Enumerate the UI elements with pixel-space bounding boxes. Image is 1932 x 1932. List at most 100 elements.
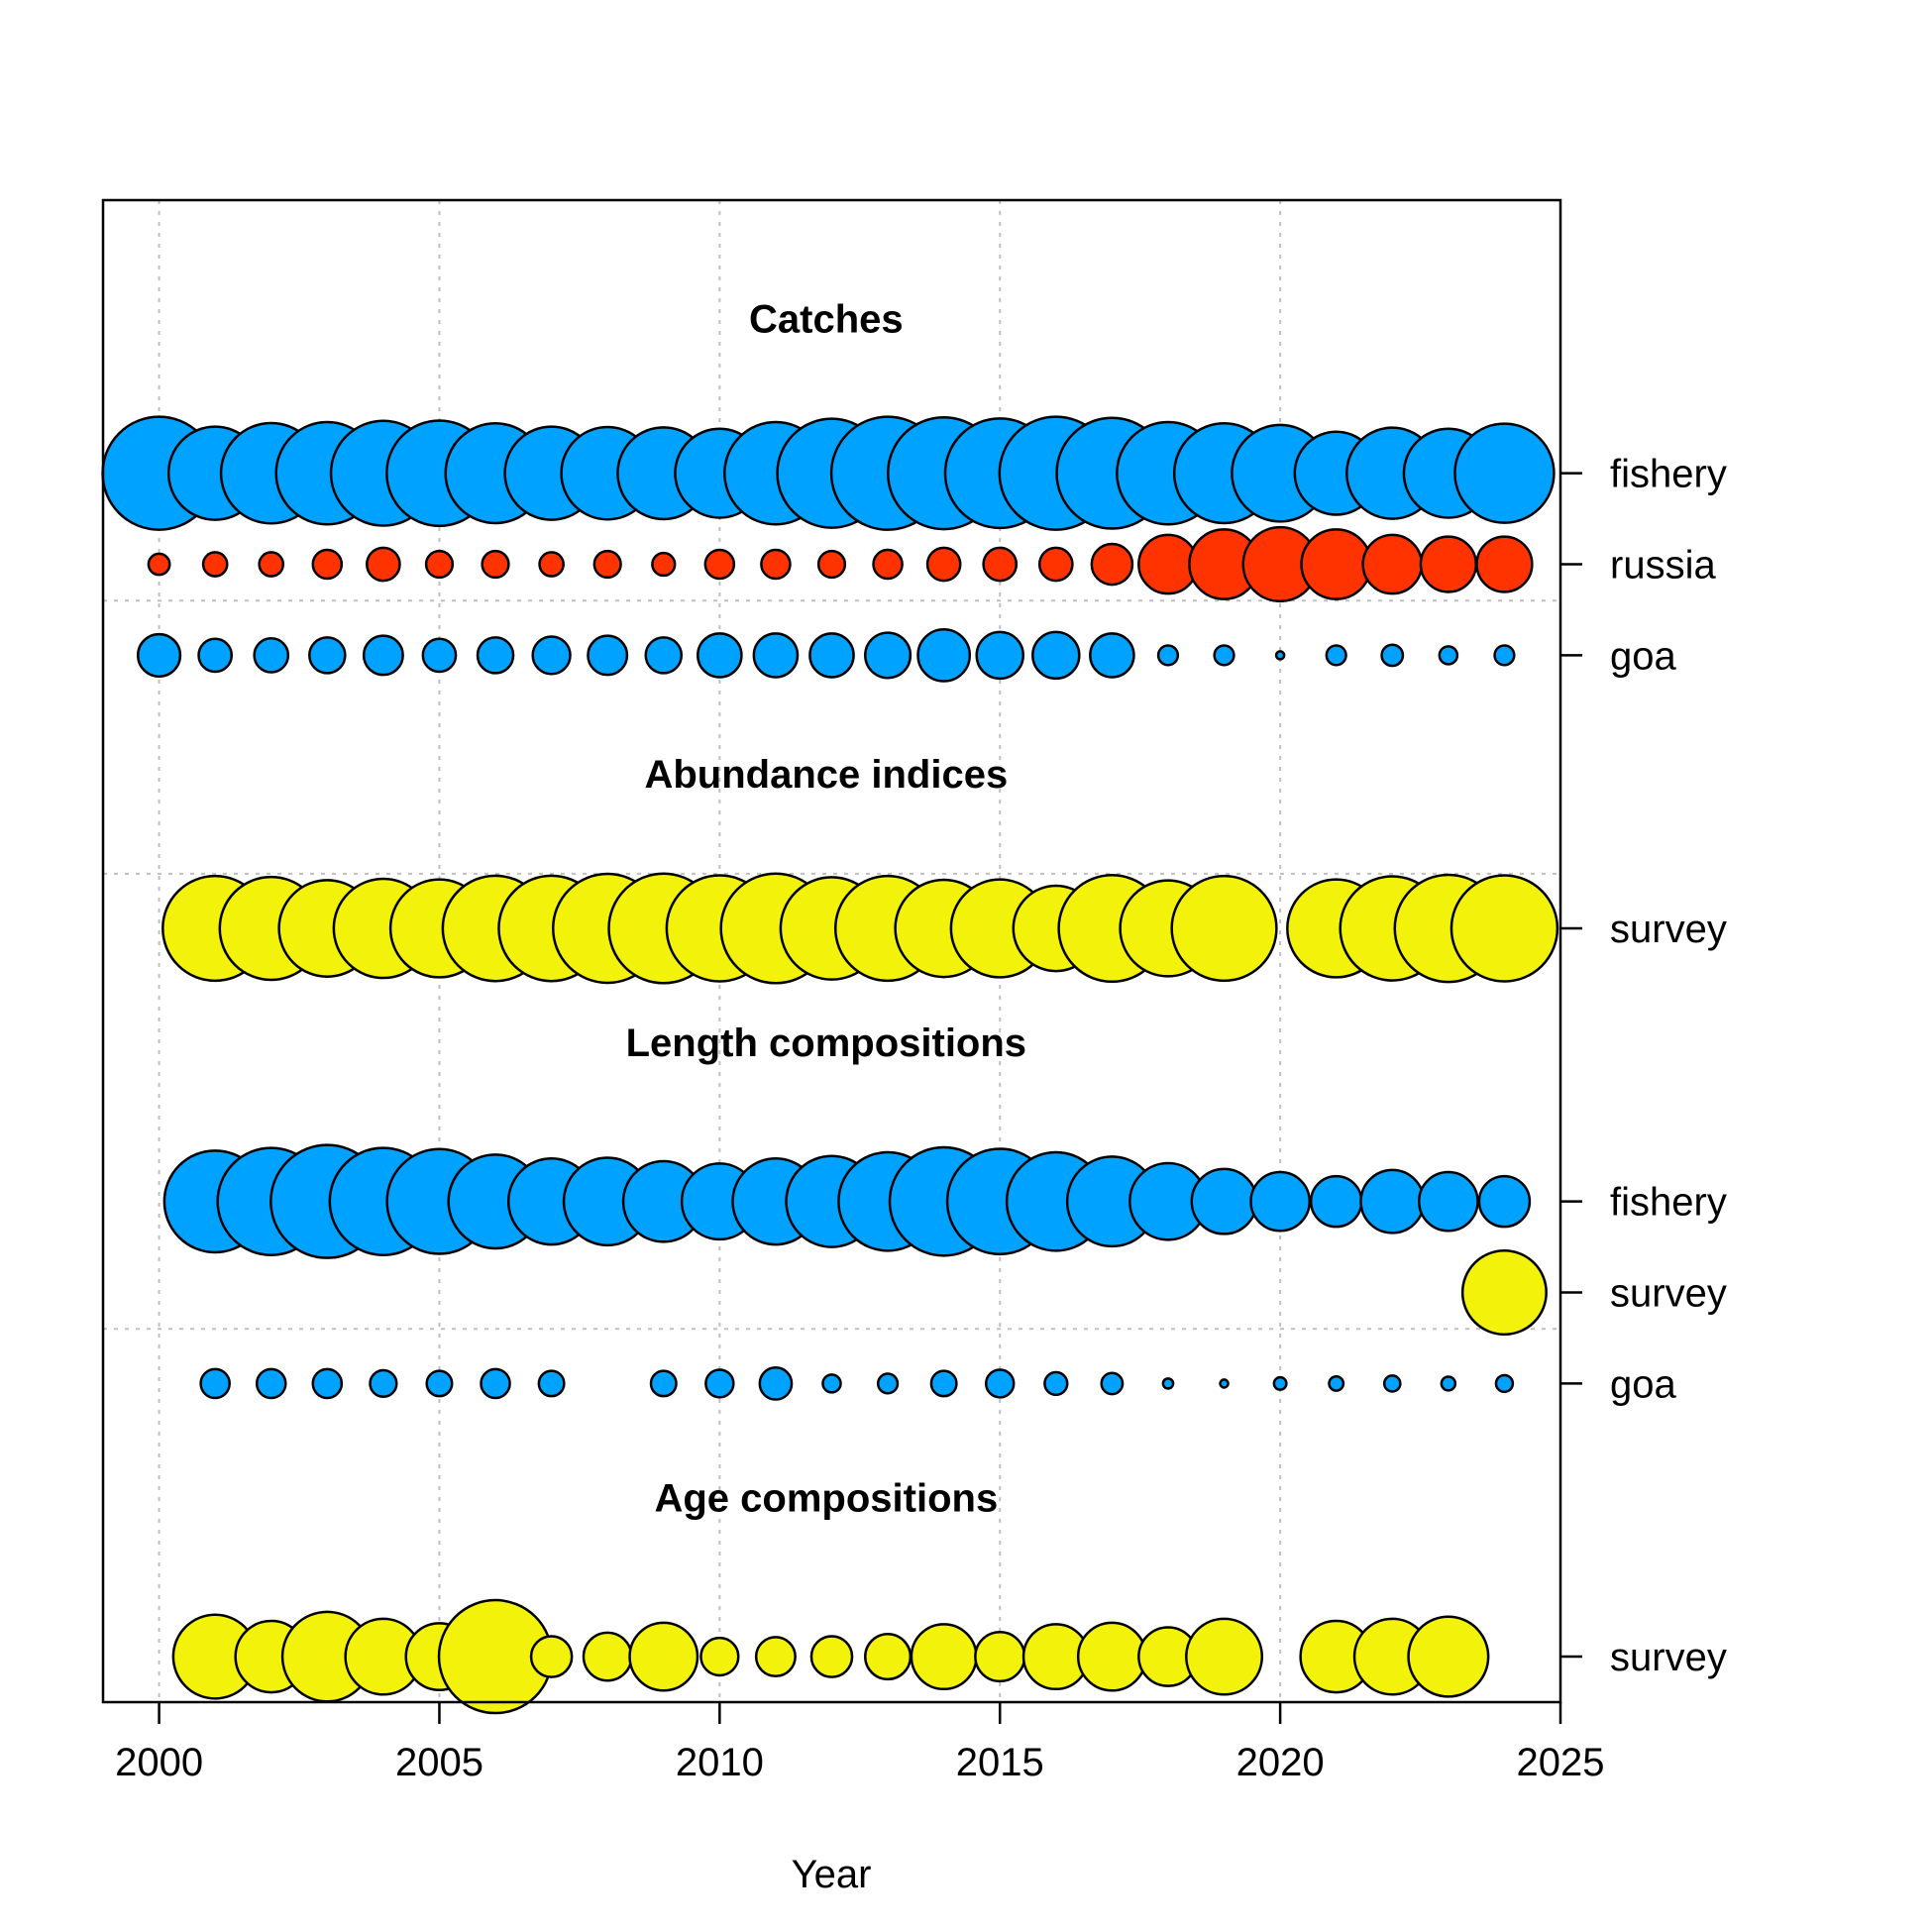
bubble-russia-2022 <box>1361 533 1424 595</box>
bubble-goa-2017 <box>1100 1371 1125 1396</box>
bubble-russia-2012 <box>816 549 847 580</box>
row-label-russia: russia <box>1610 544 1716 588</box>
bubble-russia-2015 <box>982 546 1019 583</box>
row-label-survey: survey <box>1610 908 1727 951</box>
bubble-goa-2013 <box>876 1372 900 1395</box>
bubble-survey-2011 <box>754 1636 797 1678</box>
bubble-survey-2014 <box>910 1623 978 1691</box>
bubble-fishery-2024 <box>1477 1174 1532 1229</box>
bubble-goa-2023 <box>1438 645 1459 666</box>
bubble-goa-2004 <box>362 634 404 677</box>
bubble-goa-2012 <box>808 632 855 679</box>
bubble-fishery-2020 <box>1249 1170 1311 1233</box>
bubble-goa-2022 <box>1380 643 1405 668</box>
bubble-russia-2003 <box>311 548 344 581</box>
bubble-russia-2004 <box>366 546 401 583</box>
bubble-russia-2013 <box>872 548 904 581</box>
bubble-goa-2004 <box>369 1368 398 1399</box>
x-tick-label-2005: 2005 <box>395 1741 483 1784</box>
bubble-goa-2019 <box>1219 1378 1230 1389</box>
bubble-goa-2015 <box>985 1368 1016 1399</box>
bubble-survey-2008 <box>582 1631 633 1682</box>
section-title: Abundance indices <box>644 753 1008 797</box>
bubble-survey-2015 <box>974 1630 1026 1683</box>
bubble-survey-2007 <box>529 1635 574 1678</box>
x-tick-label-2025: 2025 <box>1517 1741 1605 1784</box>
bubble-survey-2019 <box>1170 874 1278 983</box>
row-label-goa: goa <box>1610 1362 1676 1406</box>
bubble-russia-2006 <box>481 549 510 580</box>
bubble-survey-2017 <box>1076 1621 1147 1692</box>
bubble-goa-2013 <box>864 631 912 680</box>
bubble-russia-2021 <box>1300 528 1373 600</box>
bubble-goa-2002 <box>255 1367 287 1400</box>
section-title: Age compositions <box>654 1476 998 1520</box>
bubble-goa-2011 <box>752 632 800 679</box>
row-label-goa: goa <box>1610 634 1676 678</box>
bubble-goa-2014 <box>916 628 972 683</box>
bubble-goa-2015 <box>975 630 1024 681</box>
bubble-goa-2003 <box>311 1367 344 1400</box>
bubble-goa-2020 <box>1272 1375 1288 1391</box>
bubble-goa-2014 <box>929 1369 958 1398</box>
bubble-goa-2021 <box>1328 1374 1345 1392</box>
bubble-survey-2012 <box>809 1635 854 1678</box>
bubble-layer <box>101 415 1559 1715</box>
bubble-russia-2010 <box>703 548 736 581</box>
bubble-survey-2023 <box>1407 1615 1490 1698</box>
grid-lines <box>103 200 1560 1702</box>
bubble-goa-2003 <box>308 636 347 675</box>
bubble-goa-2012 <box>821 1373 842 1394</box>
bubble-goa-2001 <box>199 1367 231 1400</box>
plot-frame <box>101 198 1562 1704</box>
bubble-goa-2018 <box>1156 644 1180 667</box>
bubble-survey-2024 <box>1449 874 1559 983</box>
bubble-fishery-2022 <box>1359 1168 1426 1234</box>
bubble-russia-2009 <box>651 551 677 578</box>
section-title: Length compositions <box>626 1021 1026 1065</box>
bubble-goa-2011 <box>758 1366 794 1401</box>
section-title: Catches <box>749 297 904 341</box>
bubble-goa-2007 <box>537 1369 566 1398</box>
bubble-goa-2018 <box>1161 1377 1175 1390</box>
bubble-goa-2024 <box>1494 1373 1515 1394</box>
bubble-russia-2007 <box>538 551 565 578</box>
x-tick-label-2020: 2020 <box>1236 1741 1325 1784</box>
bubble-goa-2023 <box>1440 1375 1457 1392</box>
bubble-goa-2000 <box>136 632 182 678</box>
bubble-survey-2013 <box>864 1633 912 1681</box>
bubble-goa-2010 <box>697 632 743 679</box>
bubble-fishery-2019 <box>1190 1167 1258 1235</box>
bubble-survey-2019 <box>1185 1617 1264 1696</box>
bubble-goa-2016 <box>1031 630 1081 681</box>
bubble-goa-2020 <box>1274 650 1286 661</box>
x-tick-label-2000: 2000 <box>115 1741 203 1784</box>
bubble-goa-2019 <box>1213 644 1235 667</box>
row-label-fishery: fishery <box>1610 1181 1727 1225</box>
bubble-goa-2009 <box>649 1369 678 1398</box>
x-tick-label-2010: 2010 <box>676 1741 764 1784</box>
bubble-survey-2009 <box>628 1621 699 1692</box>
bubble-fishery-2021 <box>1309 1174 1363 1229</box>
bubble-goa-2022 <box>1382 1374 1402 1393</box>
bubble-russia-2011 <box>760 548 792 581</box>
bubble-russia-2016 <box>1037 546 1074 583</box>
bubble-fishery-2023 <box>1417 1170 1479 1233</box>
x-tick-label-2015: 2015 <box>956 1741 1044 1784</box>
bubble-survey-2024 <box>1460 1249 1548 1337</box>
bubble-russia-2002 <box>258 551 285 578</box>
bubble-goa-2006 <box>476 636 515 675</box>
bubble-fishery-2024 <box>1453 422 1556 524</box>
bubble-goa-2005 <box>425 1369 454 1398</box>
bubble-russia-2017 <box>1090 542 1134 587</box>
axes: 2000 2005 2010 2015 2020 2025 fishery russia goa… <box>115 453 1727 1784</box>
bubble-russia-2014 <box>925 546 962 583</box>
bubble-goa-2005 <box>421 637 458 674</box>
bubble-russia-2023 <box>1419 535 1478 593</box>
bubble-goa-2010 <box>704 1368 735 1399</box>
x-axis-title: Year <box>792 1853 872 1896</box>
bubble-russia-2000 <box>147 552 171 577</box>
bubble-goa-2008 <box>587 634 629 677</box>
bubble-goa-2007 <box>531 635 572 676</box>
